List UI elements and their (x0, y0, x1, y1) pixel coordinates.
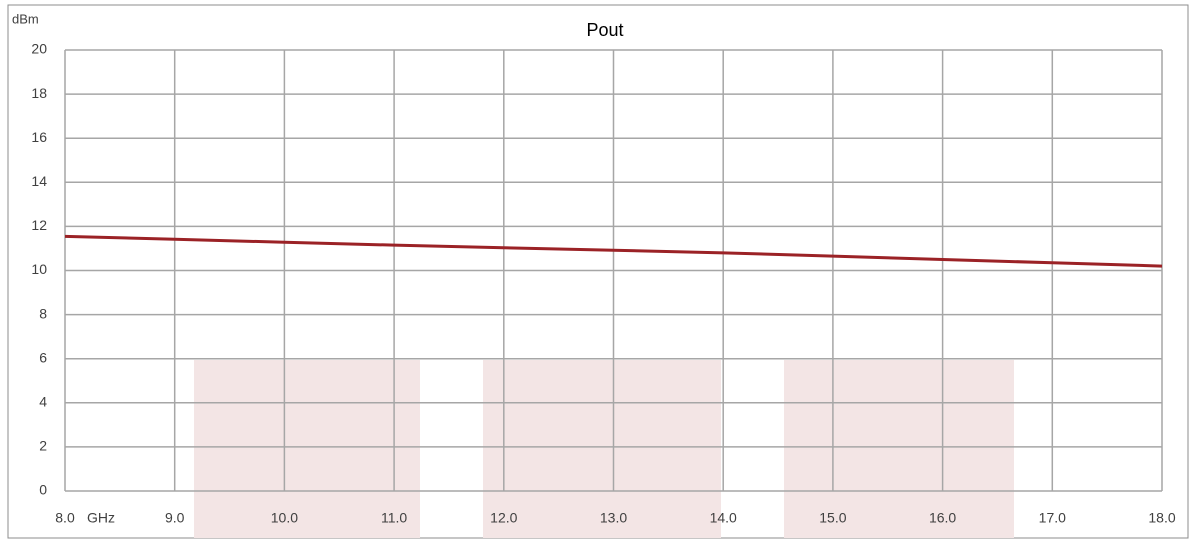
y-tick-label: 4 (39, 394, 47, 410)
y-tick-label: 16 (31, 129, 47, 145)
y-axis-label: dBm (12, 11, 39, 26)
y-tick-label: 12 (31, 217, 47, 233)
watermark-block (784, 360, 1014, 538)
y-tick-label: 20 (31, 41, 47, 57)
y-tick-label: 10 (31, 261, 47, 277)
y-tick-label: 0 (39, 482, 47, 498)
x-tick-label: 17.0 (1039, 510, 1066, 526)
x-tick-label: 14.0 (710, 510, 737, 526)
x-tick-label: 13.0 (600, 510, 627, 526)
x-tick-label: 11.0 (381, 510, 407, 526)
y-tick-label: 8 (39, 305, 47, 321)
chart-title: Pout (586, 20, 623, 40)
y-tick-label: 14 (31, 173, 47, 189)
y-tick-label: 18 (31, 85, 47, 101)
watermark-block (194, 360, 420, 538)
x-tick-label: 12.0 (490, 510, 517, 526)
x-tick-label: 15.0 (819, 510, 846, 526)
x-tick-label: 10.0 (271, 510, 298, 526)
x-axis-label: GHz (87, 510, 115, 526)
y-tick-label: 2 (39, 438, 47, 454)
y-tick-label: 6 (39, 349, 47, 365)
watermark-block (483, 360, 721, 538)
x-tick-label: 18.0 (1148, 510, 1175, 526)
series-line (64, 234, 1163, 268)
x-tick-label: 16.0 (929, 510, 956, 526)
x-tick-label: 8.0 (55, 510, 75, 526)
x-tick-label: 9.0 (165, 510, 185, 526)
